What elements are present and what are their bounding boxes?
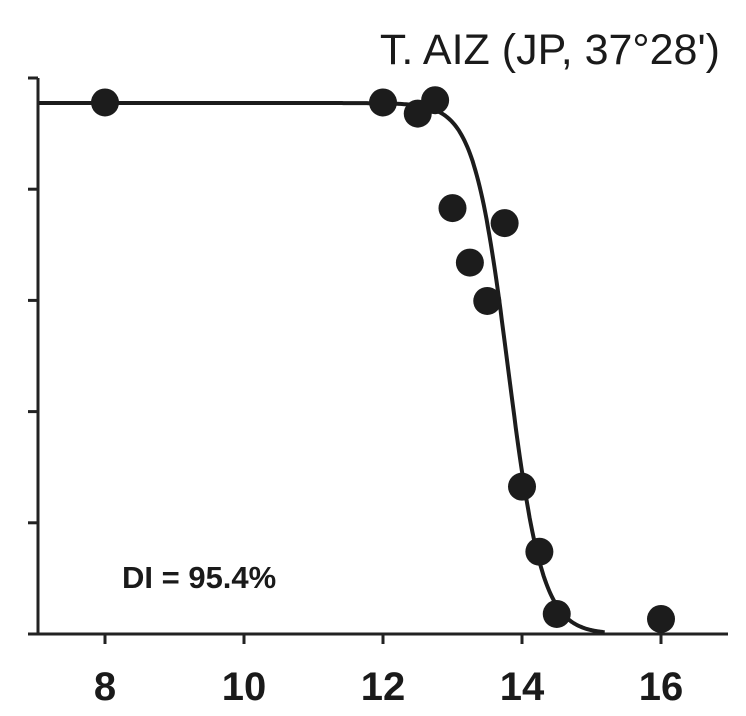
axes	[28, 76, 728, 636]
data-point	[525, 537, 554, 566]
data-point	[647, 604, 675, 633]
data-point	[490, 209, 519, 238]
data-point	[421, 86, 450, 115]
data-point	[369, 88, 397, 117]
x-tick-label: 12	[361, 665, 406, 709]
x-tick-label: 16	[639, 665, 684, 709]
data-point	[542, 599, 571, 628]
x-tick-label: 14	[500, 665, 545, 709]
di-annotation: DI = 95.4%	[122, 560, 276, 595]
data-point	[91, 88, 119, 117]
data-point	[508, 472, 536, 501]
x-ticks: 8 10 12 14 16	[94, 634, 683, 709]
data-point	[438, 194, 467, 223]
x-tick-label: 8	[94, 665, 116, 709]
data-point	[473, 286, 502, 315]
chart-title: T. AIZ (JP, 37°28')	[380, 26, 720, 74]
fit-curve	[39, 101, 605, 635]
data-points	[91, 86, 675, 633]
x-tick-label: 10	[222, 665, 267, 709]
data-point	[455, 248, 484, 277]
